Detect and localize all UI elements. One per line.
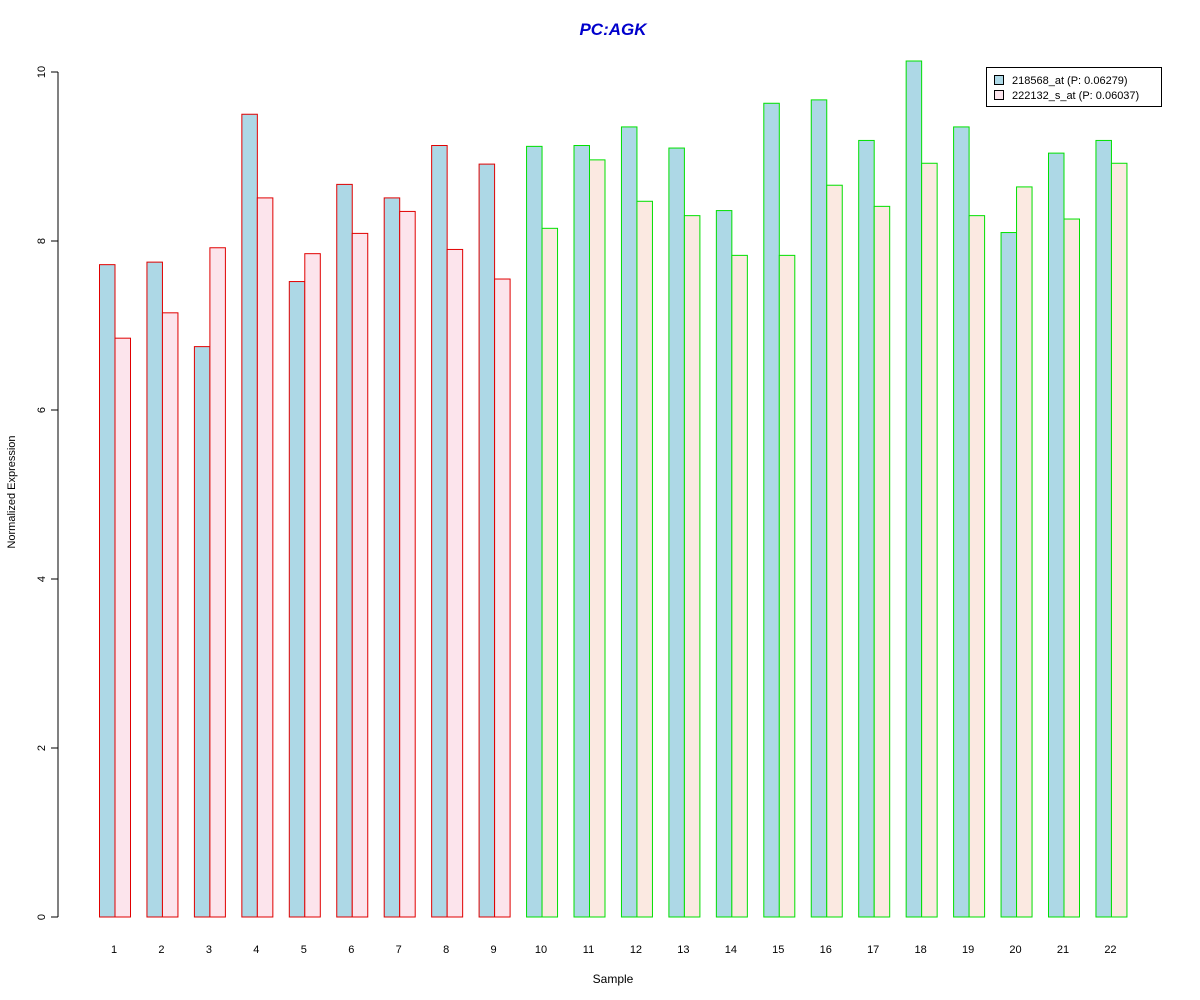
bar-series-1	[336, 183, 353, 918]
chart-title: PC:AGK	[579, 20, 647, 39]
y-tick-label: 2	[36, 745, 48, 751]
bar-series-1	[668, 147, 685, 918]
bar-series-2	[826, 184, 843, 918]
bar-series-1	[383, 197, 401, 918]
bar-series-1	[1048, 152, 1065, 918]
x-tick-label: 20	[1009, 944, 1021, 956]
bar-series-1	[715, 210, 733, 918]
bar-series-2	[494, 278, 511, 918]
bar-series-1	[953, 126, 970, 918]
x-tick-label: 15	[772, 944, 784, 956]
bar-series-2	[1016, 186, 1033, 918]
bar-series-2	[589, 159, 606, 918]
y-tick-label: 6	[36, 407, 48, 413]
legend-swatch-series-2	[994, 90, 1004, 101]
bar-series-1	[763, 102, 780, 918]
x-tick-label: 1	[111, 944, 117, 956]
bar-series-1	[620, 126, 638, 918]
bar-series-2	[731, 254, 748, 918]
x-tick-label: 5	[301, 944, 307, 956]
x-tick-label: 12	[630, 944, 642, 956]
bar-series-2	[873, 205, 891, 918]
bar-series-1	[288, 281, 306, 918]
x-axis-label: Sample	[592, 972, 634, 986]
bars-layer	[99, 60, 1128, 918]
bar-series-1	[146, 261, 163, 918]
y-tick-label: 4	[36, 576, 48, 582]
bar-series-2	[778, 254, 796, 918]
y-axis-label: Normalized Expression	[6, 435, 18, 549]
bar-series-2	[683, 215, 701, 918]
y-tick-label: 10	[36, 66, 48, 78]
legend-item-series-2: 222132_s_at (P: 0.06037)	[994, 89, 1139, 103]
bar-series-2	[209, 247, 226, 918]
x-tick-label: 10	[535, 944, 547, 956]
legend-item-series-1: 218568_at (P: 0.06279)	[994, 74, 1128, 88]
bar-series-2	[114, 337, 131, 918]
x-tick-label: 4	[253, 944, 259, 956]
bar-series-2	[256, 197, 274, 918]
bar-series-2	[1063, 218, 1080, 918]
y-tick-label: 0	[36, 914, 48, 920]
x-tick-label: 3	[206, 944, 212, 956]
legend: 218568_at (P: 0.06279) 222132_s_at (P: 0…	[986, 67, 1162, 107]
x-tick-label: 7	[396, 944, 402, 956]
legend-label-series-2: 222132_s_at (P: 0.06037)	[1012, 90, 1140, 102]
bar-series-1	[905, 60, 923, 918]
bar-series-1	[810, 99, 828, 918]
bar-series-2	[1110, 162, 1128, 918]
bar-series-1	[526, 145, 543, 918]
legend-label-series-1: 218568_at (P: 0.06279)	[1012, 75, 1128, 87]
x-tick-label: 19	[962, 944, 974, 956]
bar-series-1	[858, 139, 875, 918]
bar-series-2	[541, 227, 559, 918]
bar-series-1	[478, 163, 496, 918]
bar-series-1	[193, 346, 211, 918]
y-tick-label: 8	[36, 238, 48, 244]
bar-series-2	[399, 210, 416, 918]
x-tick-label: 17	[867, 944, 879, 956]
bar-series-1	[241, 113, 258, 918]
x-tick-labels: 1 2 3 4 5 6 7 8 9 10 11 12 13 14 15 16 17 18 19 20 21 22	[111, 944, 1117, 956]
x-tick-label: 11	[583, 944, 594, 956]
bar-series-2	[161, 312, 179, 918]
x-tick-label: 6	[348, 944, 354, 956]
bar-series-2	[968, 215, 986, 918]
x-tick-label: 8	[443, 944, 449, 956]
x-tick-label: 22	[1104, 944, 1116, 956]
bar-series-2	[446, 248, 464, 918]
bar-series-1	[1095, 139, 1112, 918]
legend-swatch-series-1	[994, 75, 1004, 86]
x-tick-label: 16	[820, 944, 832, 956]
x-tick-label: 2	[158, 944, 164, 956]
bar-series-2	[304, 253, 321, 918]
bar-series-1	[1000, 232, 1018, 918]
bar-series-2	[351, 232, 369, 918]
bar-series-2	[636, 200, 653, 918]
x-tick-label: 13	[677, 944, 689, 956]
x-tick-label: 18	[915, 944, 927, 956]
bar-series-2	[921, 162, 938, 918]
x-tick-label: 21	[1057, 944, 1069, 956]
bar-series-1	[99, 264, 116, 918]
x-tick-label: 14	[725, 944, 737, 956]
y-axis: 0 2 4 6 8 10	[36, 66, 59, 920]
bar-series-1	[431, 145, 448, 918]
x-tick-label: 9	[491, 944, 497, 956]
bar-series-1	[573, 145, 590, 918]
